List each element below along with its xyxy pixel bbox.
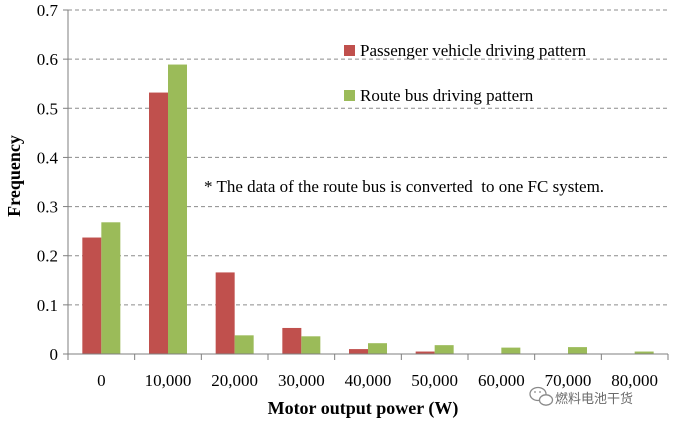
x-tick-label: 10,000 <box>145 371 192 390</box>
bar-passenger <box>415 351 435 354</box>
x-tick-label: 30,000 <box>278 371 325 390</box>
x-tick-label: 40,000 <box>345 371 392 390</box>
bar-passenger <box>82 237 102 354</box>
x-axis-title: Motor output power (W) <box>268 398 459 419</box>
bar-passenger <box>215 272 235 354</box>
bar-route-bus <box>234 335 254 354</box>
x-tick-label: 60,000 <box>478 371 525 390</box>
legend-label-passenger: Passenger vehicle driving pattern <box>360 41 587 60</box>
bar-passenger <box>349 349 368 354</box>
bar-passenger <box>149 92 168 354</box>
x-tick-label: 80,000 <box>611 371 658 390</box>
watermark-text: 燃料电池干货 <box>555 391 633 407</box>
y-tick-label: 0.5 <box>37 99 58 118</box>
annotation-background <box>198 168 671 202</box>
x-tick-label: 70,000 <box>545 371 592 390</box>
y-tick-label: 0.6 <box>37 50 58 69</box>
y-tick-label: 0 <box>50 345 59 364</box>
y-tick-label: 0.3 <box>37 198 58 217</box>
legend: Passenger vehicle driving pattern Route … <box>344 41 587 105</box>
bar-route-bus <box>568 347 587 354</box>
y-tick-labels: 0 0.1 0.2 0.3 0.4 0.5 0.6 0.7 <box>37 1 59 364</box>
watermark: 燃料电池干货 <box>529 386 633 407</box>
y-tick-label: 0.1 <box>37 296 58 315</box>
legend-swatch-passenger <box>344 45 355 56</box>
x-tick-label: 0 <box>97 371 106 390</box>
bar-route-bus <box>168 64 187 354</box>
x-tick-labels: 0 10,000 20,000 30,000 40,000 50,000 60,000 70,… <box>97 371 658 390</box>
axes <box>63 9 669 360</box>
chart-annotation: * The data of the route bus is converted… <box>204 177 604 196</box>
bar-route-bus <box>368 343 387 354</box>
bars <box>82 64 654 354</box>
y-tick-label: 0.4 <box>37 148 59 167</box>
bar-route-bus <box>501 347 521 354</box>
x-tick-label: 50,000 <box>411 371 458 390</box>
x-tick-label: 20,000 <box>211 371 258 390</box>
bar-route-bus <box>634 351 654 354</box>
bar-route-bus <box>301 336 321 354</box>
bar-passenger <box>282 327 302 354</box>
legend-swatch-route-bus <box>344 90 355 101</box>
y-tick-label: 0.7 <box>37 1 59 20</box>
y-axis-title: Frequency <box>4 135 24 217</box>
legend-label-route-bus: Route bus driving pattern <box>360 86 534 105</box>
wechat-icon <box>529 386 554 406</box>
bar-route-bus <box>434 345 454 354</box>
bar-route-bus <box>101 222 121 354</box>
y-tick-label: 0.2 <box>37 247 58 266</box>
